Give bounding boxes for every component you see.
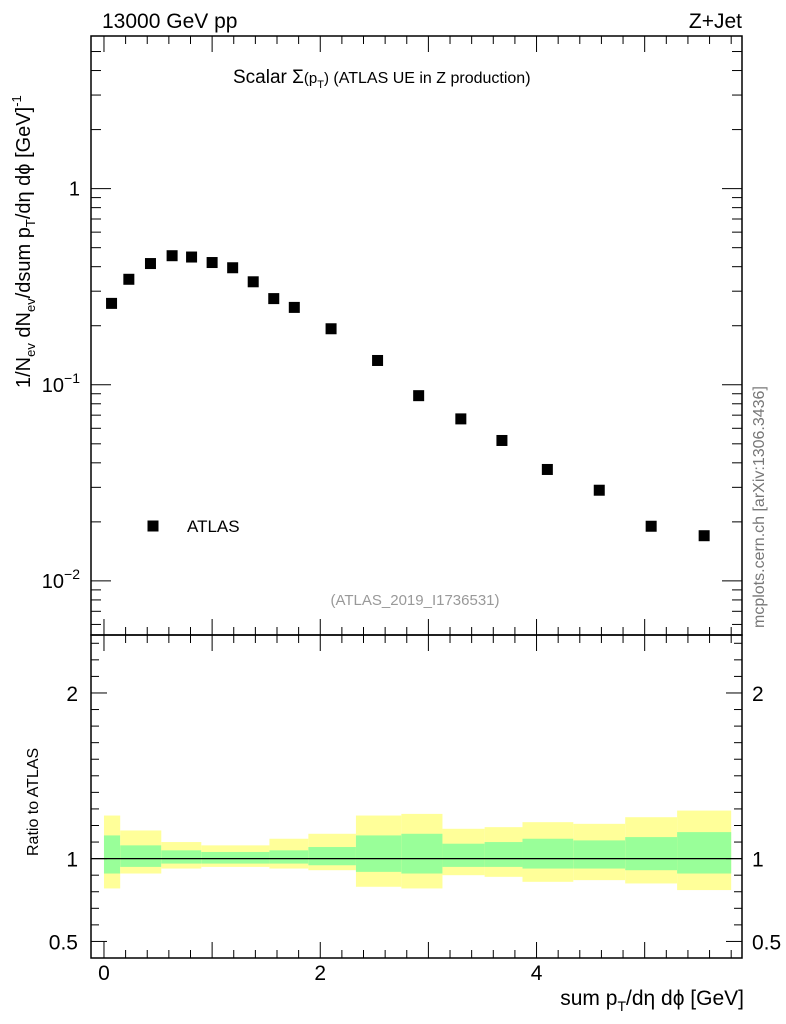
data-point-4 [186, 251, 198, 263]
tick-base: 10 [42, 375, 64, 397]
tick-exponent: −2 [64, 566, 80, 582]
x-tick-label-2: 4 [531, 962, 543, 985]
data-point-0 [106, 297, 118, 309]
ylabel-sub-b: ev [23, 298, 38, 312]
ratio-inner-band-12 [625, 837, 678, 871]
ratio-y-axis-label: Ratio to ATLAS [25, 748, 42, 856]
xlabel-sub: T [617, 998, 626, 1014]
ratio-inner-band-4 [269, 850, 309, 864]
data-point-16 [593, 484, 605, 496]
ratio-y-tick-label-right-1: 1 [752, 849, 764, 872]
ratio-inner-band-3 [201, 851, 270, 864]
data-point-13 [455, 413, 467, 425]
data-point-5 [206, 257, 218, 269]
data-point-17 [645, 520, 657, 532]
source-side-label: mcplots.cern.ch [arXiv:1306.3436] [751, 386, 768, 628]
ratio-y-tick-label-left-2: 0.5 [49, 931, 78, 954]
legend-label: ATLAS [187, 517, 240, 536]
ratio-inner-band-7 [401, 833, 443, 874]
ratio-inner-band-1 [120, 845, 162, 867]
data-point-14 [496, 434, 508, 446]
legend-marker [147, 520, 159, 532]
main-y-axis-label: 1/Nev dNev/dsum pT/dη dϕ [GeV]-1 [9, 95, 38, 388]
xlabel-part-b: /dη dϕ [GeV] [626, 987, 744, 1010]
ratio-bands [91, 810, 742, 891]
main-y-tick-label-1: 10−1 [42, 370, 80, 397]
data-point-18 [698, 530, 710, 542]
x-axis-label: sum pT/dη dϕ [GeV] [560, 987, 744, 1014]
ylabel-part-a: 1/N [13, 357, 35, 388]
ratio-inner-band-10 [522, 838, 574, 869]
title-sub: T [317, 79, 324, 91]
ylabel-sup: -1 [9, 95, 24, 107]
data-point-7 [247, 276, 259, 288]
ratio-y-tick-label-left-1: 1 [66, 849, 78, 872]
energy-label: 13000 GeV pp [102, 10, 237, 33]
data-point-6 [227, 262, 239, 274]
tick-labels: 110−110−22 21 10.5 0.50 2 4 [42, 179, 781, 985]
ratio-panel-frame [90, 634, 743, 959]
main-axis-ticks [91, 35, 742, 635]
ylabel-sub-a: ev [23, 343, 38, 357]
data-point-8 [268, 293, 280, 305]
title-lead: Scalar [233, 67, 292, 88]
title-close: ) [324, 70, 329, 87]
data-point-12 [413, 390, 425, 402]
tick-base: 10 [42, 571, 64, 593]
data-point-11 [372, 354, 384, 366]
main-y-tick-label-0: 1 [69, 179, 80, 201]
main-data-points [106, 250, 710, 542]
ratio-inner-band-5 [308, 847, 356, 866]
ratio-inner-band-11 [573, 840, 626, 869]
ratio-inner-band-0 [103, 835, 121, 874]
ylabel-part-d: /dη dϕ [GeV] [13, 107, 35, 219]
ylabel-part-c: /dsum p [13, 227, 35, 298]
ratio-inner-band-9 [484, 842, 523, 867]
tick-exponent: −1 [64, 370, 80, 386]
xlabel-part-a: sum p [560, 987, 617, 1010]
title-sigma: Σ [292, 67, 304, 88]
data-point-2 [144, 258, 156, 270]
ylabel-part-b: dN [13, 312, 35, 343]
x-tick-label-0: 0 [98, 962, 110, 985]
ratio-inner-band-13 [677, 832, 732, 874]
data-point-3 [166, 250, 178, 262]
ratio-inner-band-8 [442, 843, 485, 867]
ratio-y-tick-label-right-0: 2 [752, 683, 764, 706]
main-y-tick-label-2: 10−2 [42, 566, 80, 593]
title-rest: (ATLAS UE in Z production) [329, 70, 531, 87]
analysis-id-label: (ATLAS_2019_I1736531) [330, 592, 499, 609]
data-point-1 [123, 273, 135, 285]
data-point-10 [325, 323, 337, 335]
title-open: (p [304, 70, 317, 87]
ratio-y-tick-label-left-0: 2 [66, 683, 78, 706]
main-plot-title: Scalar Σ(pT) (ATLAS UE in Z production) [233, 67, 531, 91]
x-tick-label-1: 2 [314, 962, 326, 985]
ratio-axis-ticks [91, 635, 742, 958]
data-point-9 [288, 301, 300, 313]
tick-base: 1 [69, 179, 80, 201]
ylabel-sub-c: T [23, 219, 38, 227]
ratio-inner-band-2 [161, 850, 202, 864]
ratio-inner-band-6 [355, 835, 402, 872]
legend: ATLAS [147, 517, 240, 536]
data-point-15 [541, 463, 553, 475]
process-label: Z+Jet [689, 10, 742, 33]
ratio-y-tick-label-right-2: 0.5 [752, 931, 781, 954]
main-panel-frame [90, 35, 743, 636]
